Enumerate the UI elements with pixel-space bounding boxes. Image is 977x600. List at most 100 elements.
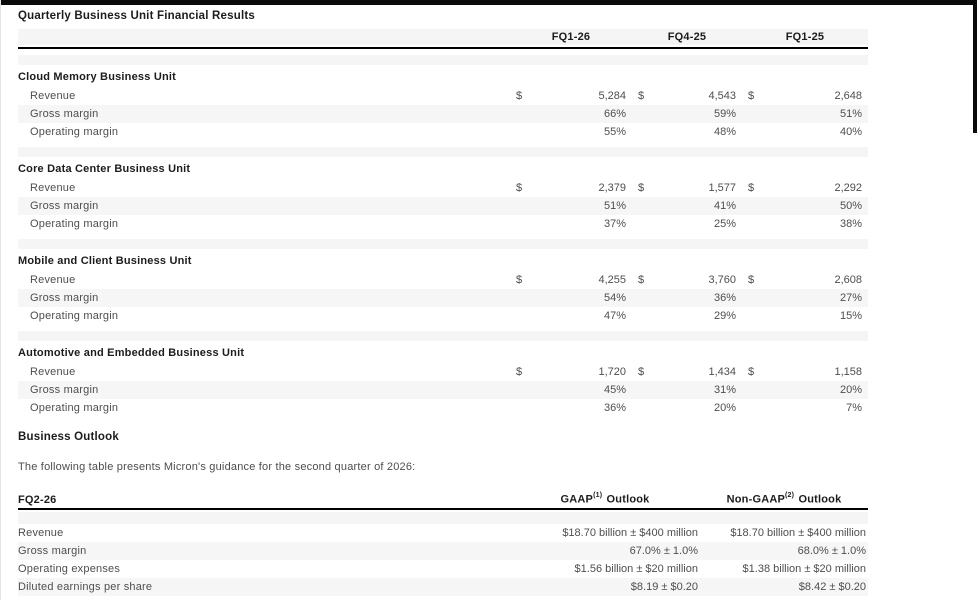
currency-symbol: $ xyxy=(748,366,755,378)
currency-symbol: $ xyxy=(638,182,645,194)
currency-spacer xyxy=(510,402,544,414)
table-row: Revenue $2,379 $1,577 $2,292 xyxy=(18,179,868,197)
row-label: Operating margin xyxy=(30,218,119,230)
currency-spacer xyxy=(510,292,544,304)
cell-value: 51% xyxy=(839,108,862,120)
cell-value: 20% xyxy=(839,384,862,396)
section-spacer xyxy=(18,239,868,249)
currency-spacer xyxy=(632,384,666,396)
gaap-label: GAAP xyxy=(560,494,594,506)
cell-value: 20% xyxy=(713,402,736,414)
currency-spacer xyxy=(510,108,544,120)
left-border-line xyxy=(0,0,1,600)
row-label: Operating margin xyxy=(30,402,119,414)
outlook-table: FQ2-26 GAAP(1) Outlook Non-GAAP(2) Outlo… xyxy=(18,488,868,596)
cell-value: 36% xyxy=(713,292,736,304)
cell-value: 55% xyxy=(603,126,626,138)
cell-value: 37% xyxy=(603,218,626,230)
currency-spacer xyxy=(742,218,776,230)
row-label: Gross margin xyxy=(18,545,87,557)
outlook-row: Revenue $18.70 billion ± $400 million $1… xyxy=(18,524,868,542)
cell-value: 1,577 xyxy=(708,182,736,194)
column-header-fq1-25: FQ1-25 xyxy=(785,31,825,43)
currency-spacer xyxy=(742,126,776,138)
non-gaap-value: $18.70 billion ± $400 million xyxy=(730,527,866,539)
cell-value: 2,379 xyxy=(598,182,626,194)
cell-value: 1,434 xyxy=(708,366,736,378)
currency-spacer xyxy=(510,310,544,322)
section-spacer xyxy=(18,147,868,157)
currency-spacer xyxy=(742,292,776,304)
cell-value: 38% xyxy=(839,218,862,230)
currency-spacer xyxy=(510,126,544,138)
table-row: Operating margin 36% 20% 7% xyxy=(18,399,868,417)
section-cloud-memory: Cloud Memory Business Unit Revenue $5,28… xyxy=(18,55,868,141)
outlook-row: Gross margin 67.0% ± 1.0% 68.0% ± 1.0% xyxy=(18,542,868,560)
table-row: Operating margin 55% 48% 40% xyxy=(18,123,868,141)
cell-value: 47% xyxy=(603,310,626,322)
outlook-row: Diluted earnings per share $8.19 ± $0.20… xyxy=(18,578,868,596)
row-label: Operating expenses xyxy=(18,563,121,575)
currency-symbol: $ xyxy=(516,90,523,102)
cell-value: 2,608 xyxy=(834,274,862,286)
cell-value: 54% xyxy=(603,292,626,304)
top-border-bar xyxy=(0,0,977,5)
cell-value: 1,720 xyxy=(598,366,626,378)
section-automotive-embedded: Automotive and Embedded Business Unit Re… xyxy=(18,331,868,417)
outlook-section: Business Outlook The following table pre… xyxy=(18,431,868,596)
row-label: Revenue xyxy=(30,90,76,102)
outlook-spacer-band xyxy=(18,512,868,524)
cell-value: 40% xyxy=(839,126,862,138)
currency-spacer xyxy=(632,402,666,414)
outlook-header-rule xyxy=(18,508,868,510)
cell-value: 1,158 xyxy=(834,366,862,378)
currency-spacer xyxy=(510,218,544,230)
non-gaap-value: $1.38 billion ± $20 million xyxy=(742,563,866,575)
currency-symbol: $ xyxy=(748,90,755,102)
currency-symbol: $ xyxy=(516,182,523,194)
currency-spacer xyxy=(632,292,666,304)
currency-spacer xyxy=(510,384,544,396)
header-rule xyxy=(18,47,868,49)
section-title: Mobile and Client Business Unit xyxy=(18,255,192,267)
cell-value: 3,760 xyxy=(708,274,736,286)
row-label: Gross margin xyxy=(30,384,99,396)
currency-spacer xyxy=(742,402,776,414)
gaap-value: $1.56 billion ± $20 million xyxy=(574,563,698,575)
currency-spacer xyxy=(632,310,666,322)
table-row: Gross margin 51% 41% 50% xyxy=(18,197,868,215)
cell-value: 7% xyxy=(846,402,862,414)
row-label: Revenue xyxy=(30,366,76,378)
gaap-outlook-label: Outlook xyxy=(606,494,650,506)
non-gaap-column-header: Non-GAAP(2) Outlook xyxy=(700,492,868,506)
table-row: Revenue $5,284 $4,543 $2,648 xyxy=(18,87,868,105)
currency-symbol: $ xyxy=(748,274,755,286)
currency-symbol: $ xyxy=(748,182,755,194)
cell-value: 29% xyxy=(713,310,736,322)
cell-value: 2,648 xyxy=(834,90,862,102)
table-row: Revenue $1,720 $1,434 $1,158 xyxy=(18,363,868,381)
currency-spacer xyxy=(742,200,776,212)
outlook-heading: Business Outlook xyxy=(18,431,119,443)
cell-value: 4,255 xyxy=(598,274,626,286)
non-gaap-outlook-label: Outlook xyxy=(798,494,842,506)
cell-value: 51% xyxy=(603,200,626,212)
table-row: Operating margin 47% 29% 15% xyxy=(18,307,868,325)
row-label: Diluted earnings per share xyxy=(18,581,153,593)
currency-spacer xyxy=(632,218,666,230)
cell-value: 27% xyxy=(839,292,862,304)
currency-spacer xyxy=(632,126,666,138)
non-gaap-value: $8.42 ± $0.20 xyxy=(798,581,866,593)
section-mobile-client: Mobile and Client Business Unit Revenue … xyxy=(18,239,868,325)
document: Quarterly Business Unit Financial Result… xyxy=(18,10,868,596)
cell-value: 2,292 xyxy=(834,182,862,194)
section-spacer xyxy=(18,331,868,341)
cell-value: 48% xyxy=(713,126,736,138)
gaap-value: $18.70 billion ± $400 million xyxy=(562,527,698,539)
section-core-data-center: Core Data Center Business Unit Revenue $… xyxy=(18,147,868,233)
currency-spacer xyxy=(510,200,544,212)
table-row: Revenue $4,255 $3,760 $2,608 xyxy=(18,271,868,289)
cell-value: 66% xyxy=(603,108,626,120)
cell-value: 41% xyxy=(713,200,736,212)
column-header-fq1-26: FQ1-26 xyxy=(551,31,591,43)
